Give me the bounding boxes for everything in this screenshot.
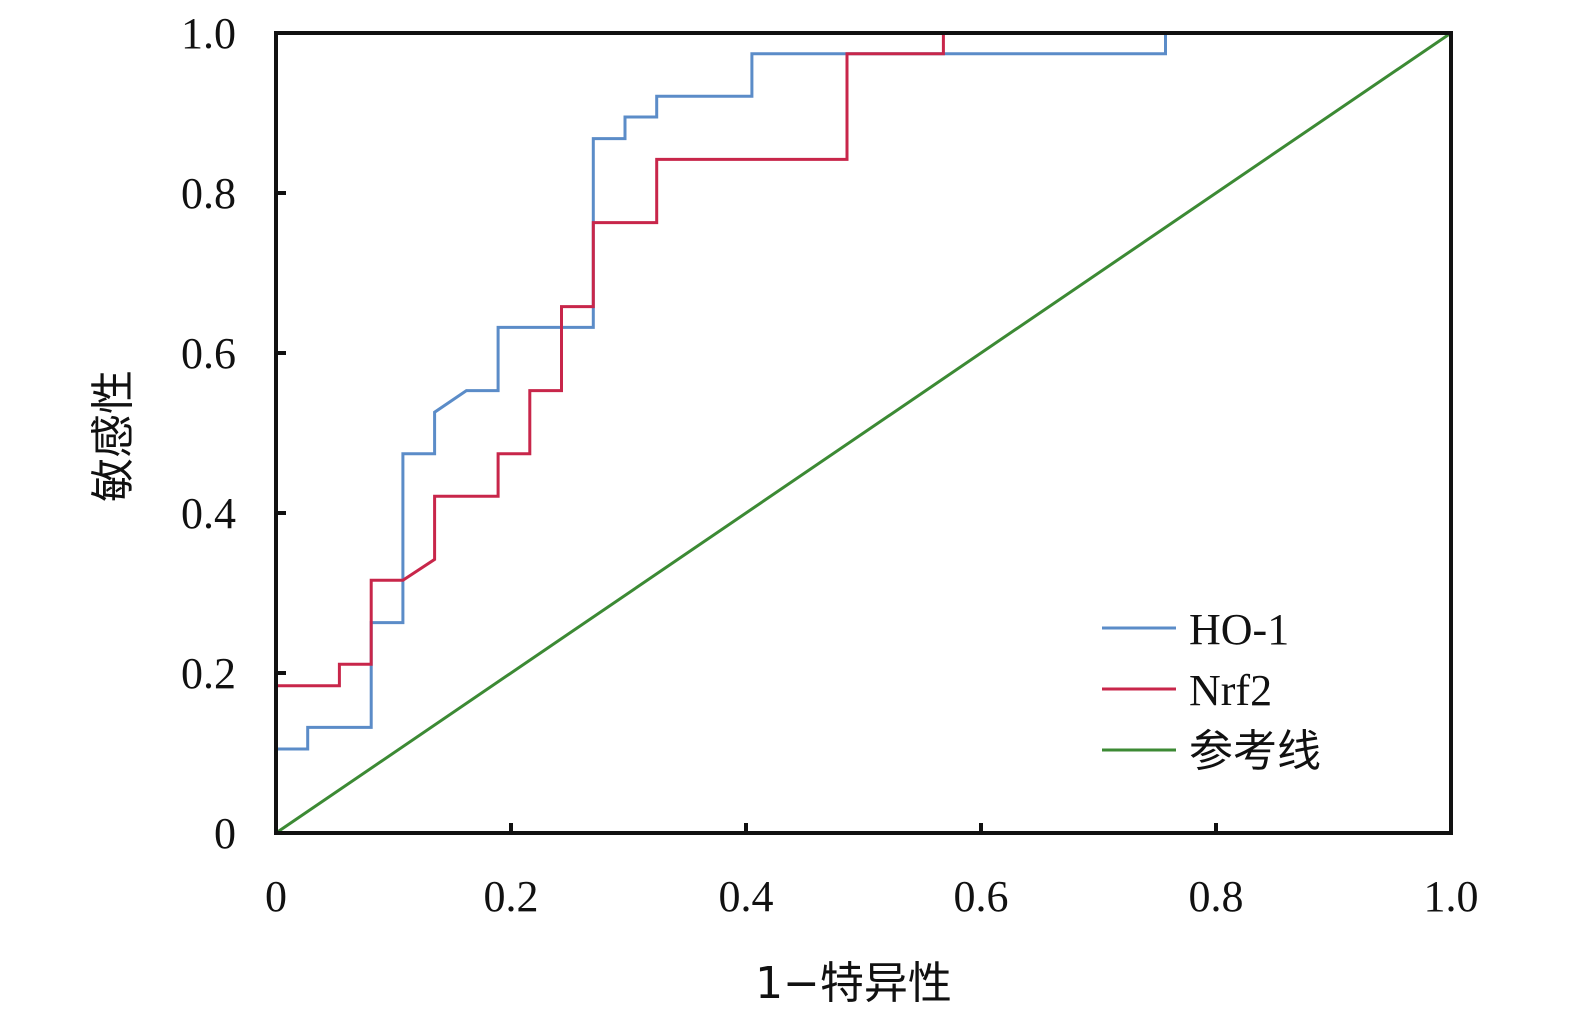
y-axis-ticks: 0 0.2 0.4 0.6 0.8 1.0 [181,9,286,858]
x-tick-label: 0.6 [954,872,1009,921]
legend-label: HO-1 [1189,605,1289,654]
series-line-2 [274,31,1451,833]
y-tick-label: 0.4 [181,489,236,538]
x-tick-label: 1.0 [1424,872,1479,921]
y-tick-label: 0 [214,809,236,858]
series-line-1 [274,31,1451,833]
legend-label: Nrf2 [1189,666,1272,715]
plot-lines [274,31,1452,835]
x-axis-label: 1−特异性 [755,958,952,1009]
legend-label: 参考线 [1189,727,1321,776]
y-tick-label: 1.0 [181,9,236,58]
y-axis-label: 敏感性 [88,370,139,502]
y-tick-label: 0.6 [181,329,236,378]
x-tick-label: 0 [265,872,287,921]
x-tick-label: 0.4 [719,872,774,921]
y-tick-label: 0.8 [181,169,236,218]
x-axis-ticks: 0 0.2 0.4 0.6 0.8 1.0 [265,823,1479,921]
series-line-3 [275,31,1452,835]
legend: HO-1 Nrf2 参考线 [1102,605,1321,776]
x-tick-label: 0.2 [484,872,539,921]
y-tick-label: 0.2 [181,649,236,698]
plot-frame [274,31,1453,835]
x-tick-label: 0.8 [1189,872,1244,921]
